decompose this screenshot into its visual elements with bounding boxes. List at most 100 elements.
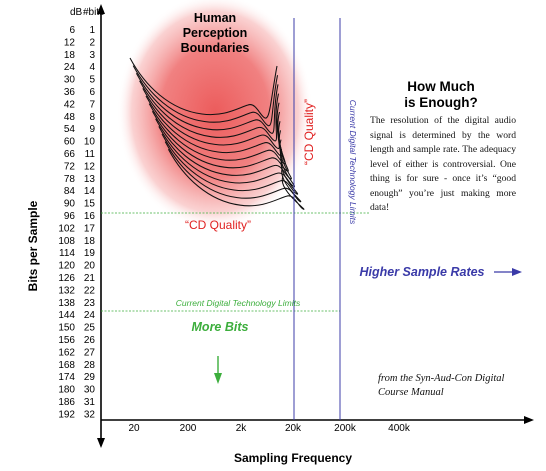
bits-row-label: 8 — [89, 112, 95, 123]
bits-row-label: 20 — [84, 261, 96, 272]
x-tick-label: 20 — [128, 423, 140, 434]
source-credit: from the Syn-Aud-Con Digital Course Manu… — [378, 372, 538, 400]
db-row-label: 42 — [64, 99, 76, 110]
db-row-label: 192 — [58, 409, 75, 420]
bits-row-label: 9 — [89, 124, 95, 135]
db-row-label: 132 — [58, 285, 75, 296]
db-row-label: 96 — [64, 211, 76, 222]
bits-row-label: 6 — [89, 87, 95, 98]
db-row-label: 12 — [64, 37, 76, 48]
bits-row-label: 24 — [84, 310, 96, 321]
bits-row-label: 31 — [84, 397, 96, 408]
perception-curve — [167, 148, 305, 210]
db-row-label: 66 — [64, 149, 76, 160]
db-row-label: 78 — [64, 174, 76, 185]
how-much-line1: How Much — [407, 79, 475, 94]
higher-sample-rates-arrow-head — [512, 268, 522, 276]
db-row-label: 126 — [58, 273, 75, 284]
bits-row-label: 3 — [89, 50, 95, 61]
x-axis-label: Sampling Frequency — [234, 451, 352, 465]
perception-curve — [129, 57, 278, 119]
y-axis-down-arrow — [97, 438, 105, 448]
description-text: The resolution of the digital audio sign… — [370, 115, 516, 213]
perception-curve — [135, 72, 279, 134]
bits-row-label: 21 — [84, 273, 96, 284]
db-row-label: 102 — [58, 223, 75, 234]
db-row-label: 108 — [58, 236, 75, 247]
db-row-label: 168 — [58, 360, 75, 371]
bits-row-label: 11 — [85, 149, 96, 160]
bits-row-label: 1 — [89, 25, 95, 36]
perception-curve — [158, 126, 295, 187]
bits-row-label: 22 — [84, 285, 96, 296]
bits-row-label: 29 — [84, 372, 96, 383]
db-row-label: 54 — [64, 124, 76, 135]
db-row-label: 48 — [64, 112, 76, 123]
bits-row-label: 18 — [84, 236, 96, 247]
db-row-label: 144 — [58, 310, 75, 321]
perception-curve — [132, 65, 279, 127]
cd-quality-vertical-label: “CD Quality” — [302, 99, 316, 165]
x-tick-label: 200k — [334, 423, 357, 434]
human-title-line3: Boundaries — [181, 41, 250, 55]
x-tick-label: 20k — [285, 423, 302, 434]
how-much-line2: is Enough? — [404, 95, 478, 110]
db-row-label: 6 — [69, 25, 75, 36]
source-credit-line1: from the Syn-Aud-Con Digital — [378, 373, 505, 384]
db-row-label: 30 — [64, 75, 76, 86]
more-bits-label: More Bits — [192, 320, 249, 334]
bits-row-label: 19 — [84, 248, 96, 259]
more-bits-arrow-head — [214, 373, 222, 384]
bits-row-label: 25 — [84, 323, 96, 334]
x-axis-arrow — [524, 416, 534, 424]
bits-row-label: 10 — [84, 137, 96, 148]
bits-row-label: 7 — [89, 99, 95, 110]
bits-row-label: 16 — [84, 211, 96, 222]
source-credit-line2: Course Manual — [378, 387, 444, 398]
db-column-header: dB — [70, 7, 83, 18]
y-axis-arrow — [97, 4, 105, 14]
bits-row-label: 17 — [84, 223, 96, 234]
x-tick-label: 2k — [236, 423, 248, 434]
bits-row-label: 26 — [84, 335, 96, 346]
current-limits-horizontal-label: Current Digital Technology Limits — [176, 298, 301, 308]
perception-curve — [155, 118, 292, 180]
bits-row-label: 30 — [84, 385, 96, 396]
bits-row-label: 5 — [89, 75, 95, 86]
db-row-label: 114 — [59, 248, 75, 259]
db-row-label: 60 — [64, 137, 76, 148]
perception-curve — [139, 80, 280, 142]
perception-curve — [151, 110, 289, 172]
bits-row-label: 28 — [84, 360, 96, 371]
bits-column-header: #bits — [83, 7, 104, 18]
perception-curve — [164, 141, 302, 203]
bits-row-label: 32 — [84, 409, 96, 420]
db-row-label: 138 — [58, 298, 75, 309]
perception-curve — [161, 133, 299, 195]
db-row-label: 72 — [64, 161, 76, 172]
cd-quality-horizontal-label: “CD Quality” — [185, 218, 251, 232]
human-title-line2: Perception — [183, 26, 248, 40]
bits-row-label: 13 — [84, 174, 96, 185]
bits-row-label: 23 — [84, 298, 96, 309]
db-row-label: 120 — [58, 261, 75, 272]
db-row-label: 36 — [64, 87, 76, 98]
bits-row-label: 12 — [84, 161, 96, 172]
bits-row-label: 4 — [89, 62, 95, 73]
bits-row-label: 2 — [89, 37, 95, 48]
bits-row-label: 15 — [84, 199, 96, 210]
db-row-label: 90 — [64, 199, 76, 210]
higher-sample-rates-label: Higher Sample Rates — [359, 265, 484, 279]
perception-blob — [117, 0, 313, 230]
y-axis-label: Bits per Sample — [26, 200, 40, 291]
db-row-label: 84 — [64, 186, 76, 197]
bits-row-label: 27 — [84, 347, 96, 358]
db-row-label: 24 — [64, 62, 76, 73]
db-row-label: 156 — [58, 335, 75, 346]
db-row-label: 174 — [58, 372, 75, 383]
x-tick-label: 400k — [388, 423, 411, 434]
db-row-label: 186 — [58, 397, 75, 408]
x-tick-label: 200 — [180, 423, 197, 434]
